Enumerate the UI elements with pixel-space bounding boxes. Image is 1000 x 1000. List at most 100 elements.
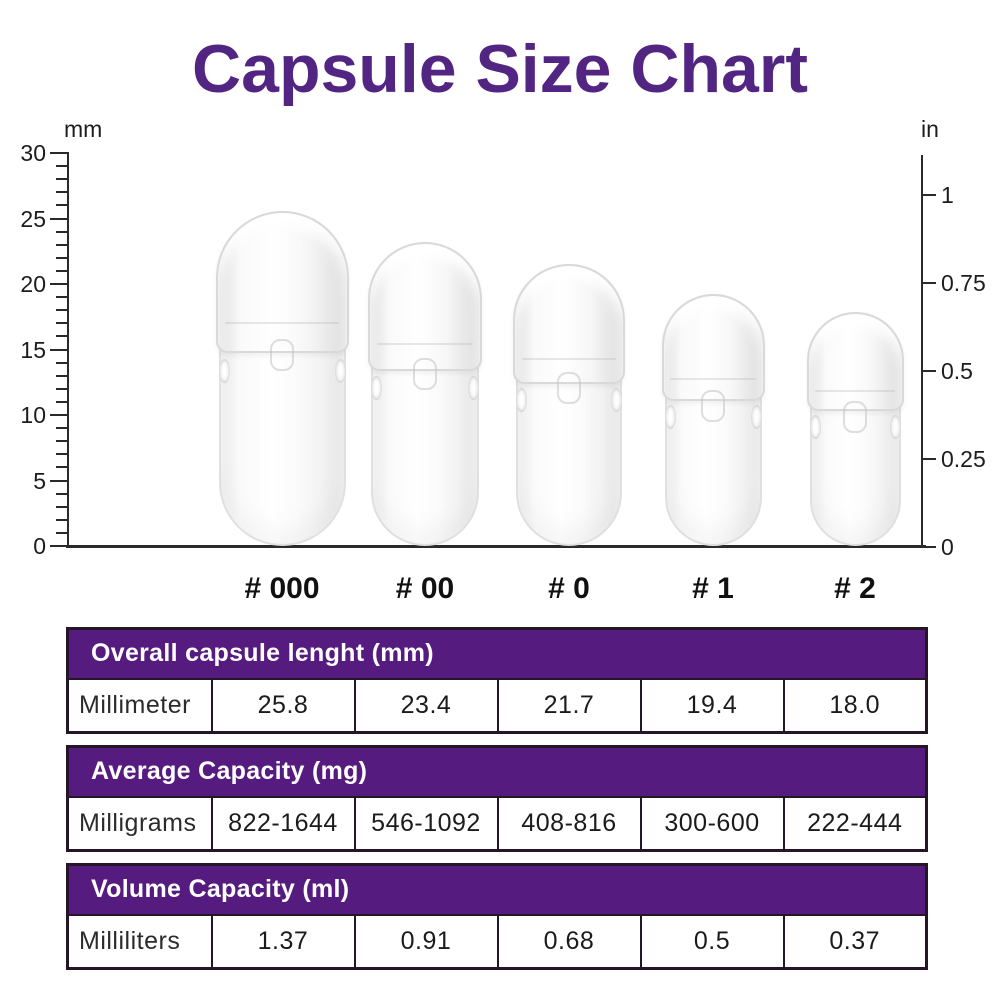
mm-tick-label: 10 (20, 402, 46, 428)
mm-minor-tick (56, 453, 68, 456)
mm-minor-tick (56, 296, 68, 299)
in-unit-label: in (921, 116, 939, 142)
capsule-size-label: # 2 (834, 572, 876, 605)
mm-major-tick (50, 152, 68, 154)
in-tick-label: 1 (941, 182, 954, 208)
value-cell: 0.68 (496, 913, 642, 970)
mm-minor-tick (56, 374, 68, 377)
table-row: Milliliters 1.37 0.91 0.68 0.5 0.37 (66, 913, 928, 970)
capsule-size-label: # 1 (692, 572, 734, 605)
capsule-cap (806, 312, 904, 411)
mm-minor-tick (56, 440, 68, 443)
mm-minor-tick (56, 505, 68, 508)
capsule-cap (513, 264, 625, 384)
row-label-cell: Millimeter (66, 677, 213, 734)
in-tick-label: 0.5 (941, 358, 973, 384)
capsule-000 (215, 211, 349, 546)
mm-tick-label: 0 (33, 533, 46, 559)
capsule-rim-band (377, 343, 473, 345)
value-cell: 19.4 (639, 677, 785, 734)
value-cell: 23.4 (353, 677, 499, 734)
capsule-dimple-right (889, 415, 901, 440)
value-cell: 1.37 (210, 913, 356, 970)
right-axis-line (921, 155, 923, 547)
capsule-cap (368, 242, 482, 371)
value-cell: 300-600 (639, 795, 785, 852)
mm-minor-tick (56, 427, 68, 430)
row-label-cell: Milliliters (66, 913, 213, 970)
capsule-dimple-right (750, 405, 762, 430)
table-header: Overall capsule lenght (mm) (66, 627, 928, 680)
in-tick-label: 0 (941, 534, 954, 560)
capsule-dimple-left (371, 376, 382, 400)
value-cell: 822-1644 (210, 795, 356, 852)
row-label-cell: Milligrams (66, 795, 213, 852)
capsule-oval-mark (843, 401, 867, 434)
capsule-size-label: # 000 (244, 572, 320, 605)
mm-minor-tick (56, 335, 68, 338)
mm-minor-tick (56, 269, 68, 272)
mm-tick-label: 25 (20, 205, 46, 232)
value-cell: 408-816 (496, 795, 642, 852)
mm-tick-label: 15 (20, 336, 46, 363)
capsule-dimple-right (611, 388, 622, 413)
mm-minor-tick (56, 243, 68, 246)
table-row: Milligrams 822-1644 546-1092 408-816 300… (66, 795, 928, 852)
mm-minor-tick (56, 387, 68, 390)
capsule-cap (215, 211, 349, 354)
value-cell: 546-1092 (353, 795, 499, 852)
in-tick (923, 370, 936, 372)
capsule-oval-mark (701, 390, 725, 423)
in-tick (923, 194, 936, 196)
capsule-cap (661, 294, 765, 401)
capsule-rim-band (670, 377, 756, 380)
mm-minor-tick (56, 256, 68, 259)
capacity-mg-table: Average Capacity (mg) Milligrams 822-164… (66, 745, 928, 852)
capsule-rim-band (814, 389, 896, 392)
mm-major-tick (50, 545, 68, 547)
capsule-oval-mark (413, 358, 437, 390)
value-cell: 222-444 (782, 795, 928, 852)
in-tick (923, 458, 936, 460)
mm-major-tick (50, 479, 68, 482)
mm-unit-label: mm (64, 116, 103, 142)
capsule-00 (368, 242, 482, 546)
in-tick (923, 282, 936, 284)
value-cell: 18.0 (782, 677, 928, 734)
mm-major-tick (50, 414, 68, 416)
capsule-dimple-right (468, 376, 479, 400)
capsule-size-label: # 0 (548, 572, 590, 605)
mm-minor-tick (56, 322, 68, 325)
capsule-dimple-left (809, 415, 821, 440)
mm-minor-tick (56, 361, 68, 364)
capsule-dimple-right (334, 358, 346, 383)
mm-minor-tick (56, 204, 68, 207)
mm-minor-tick (56, 400, 68, 403)
volume-ml-table: Volume Capacity (ml) Milliliters 1.37 0.… (66, 863, 928, 970)
mm-tick-label: 20 (20, 271, 46, 297)
in-tick-label: 0.25 (941, 446, 986, 472)
mm-minor-tick (56, 466, 68, 469)
mm-tick-label: 30 (20, 140, 46, 166)
capsule-2 (806, 312, 904, 546)
mm-tick-label: 5 (33, 467, 46, 494)
value-cell: 0.5 (639, 913, 785, 970)
mm-minor-tick (56, 492, 68, 495)
left-axis-line (67, 152, 69, 546)
table-header: Average Capacity (mg) (66, 745, 928, 798)
value-cell: 25.8 (210, 677, 356, 734)
mm-minor-tick (56, 178, 68, 181)
mm-minor-tick (56, 518, 68, 521)
capsule-rim-band (522, 357, 616, 360)
page-title: Capsule Size Chart (192, 31, 808, 107)
in-tick-label: 0.75 (941, 270, 986, 296)
capsule-dimple-left (516, 388, 527, 413)
capsule-0 (513, 264, 625, 546)
baseline (66, 545, 926, 548)
capsule-1 (661, 294, 765, 546)
mm-minor-tick (56, 309, 68, 312)
mm-minor-tick (56, 230, 68, 233)
in-tick (923, 546, 936, 548)
capsule-oval-mark (270, 338, 294, 371)
